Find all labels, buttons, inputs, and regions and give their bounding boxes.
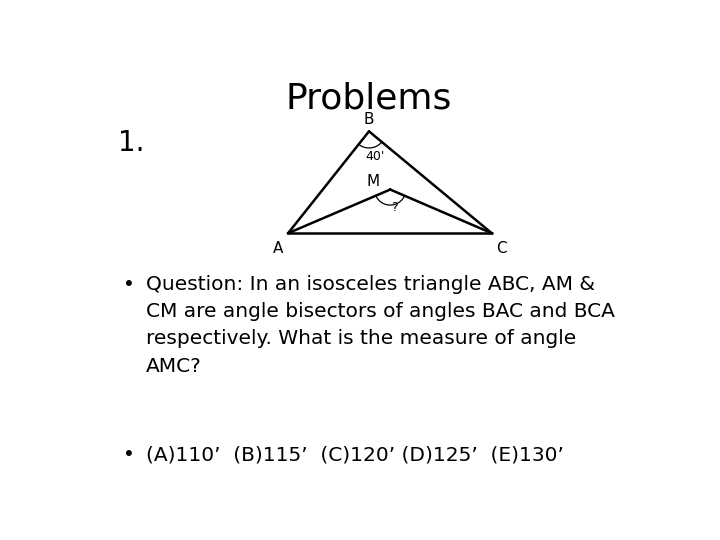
Text: 40': 40': [365, 150, 384, 163]
Text: •: •: [124, 275, 135, 294]
Text: M: M: [367, 174, 380, 188]
Text: B: B: [364, 112, 374, 127]
Text: ?: ?: [392, 200, 398, 213]
Text: Question: In an isosceles triangle ABC, AM &
CM are angle bisectors of angles BA: Question: In an isosceles triangle ABC, …: [145, 275, 615, 375]
Text: A: A: [273, 241, 283, 256]
Text: C: C: [497, 241, 507, 256]
Text: Problems: Problems: [286, 82, 452, 116]
Text: •: •: [124, 446, 135, 464]
Text: (A)110’  (B)115’  (C)120’ (D)125’  (E)130’: (A)110’ (B)115’ (C)120’ (D)125’ (E)130’: [145, 446, 564, 464]
Text: 1.: 1.: [118, 129, 145, 157]
